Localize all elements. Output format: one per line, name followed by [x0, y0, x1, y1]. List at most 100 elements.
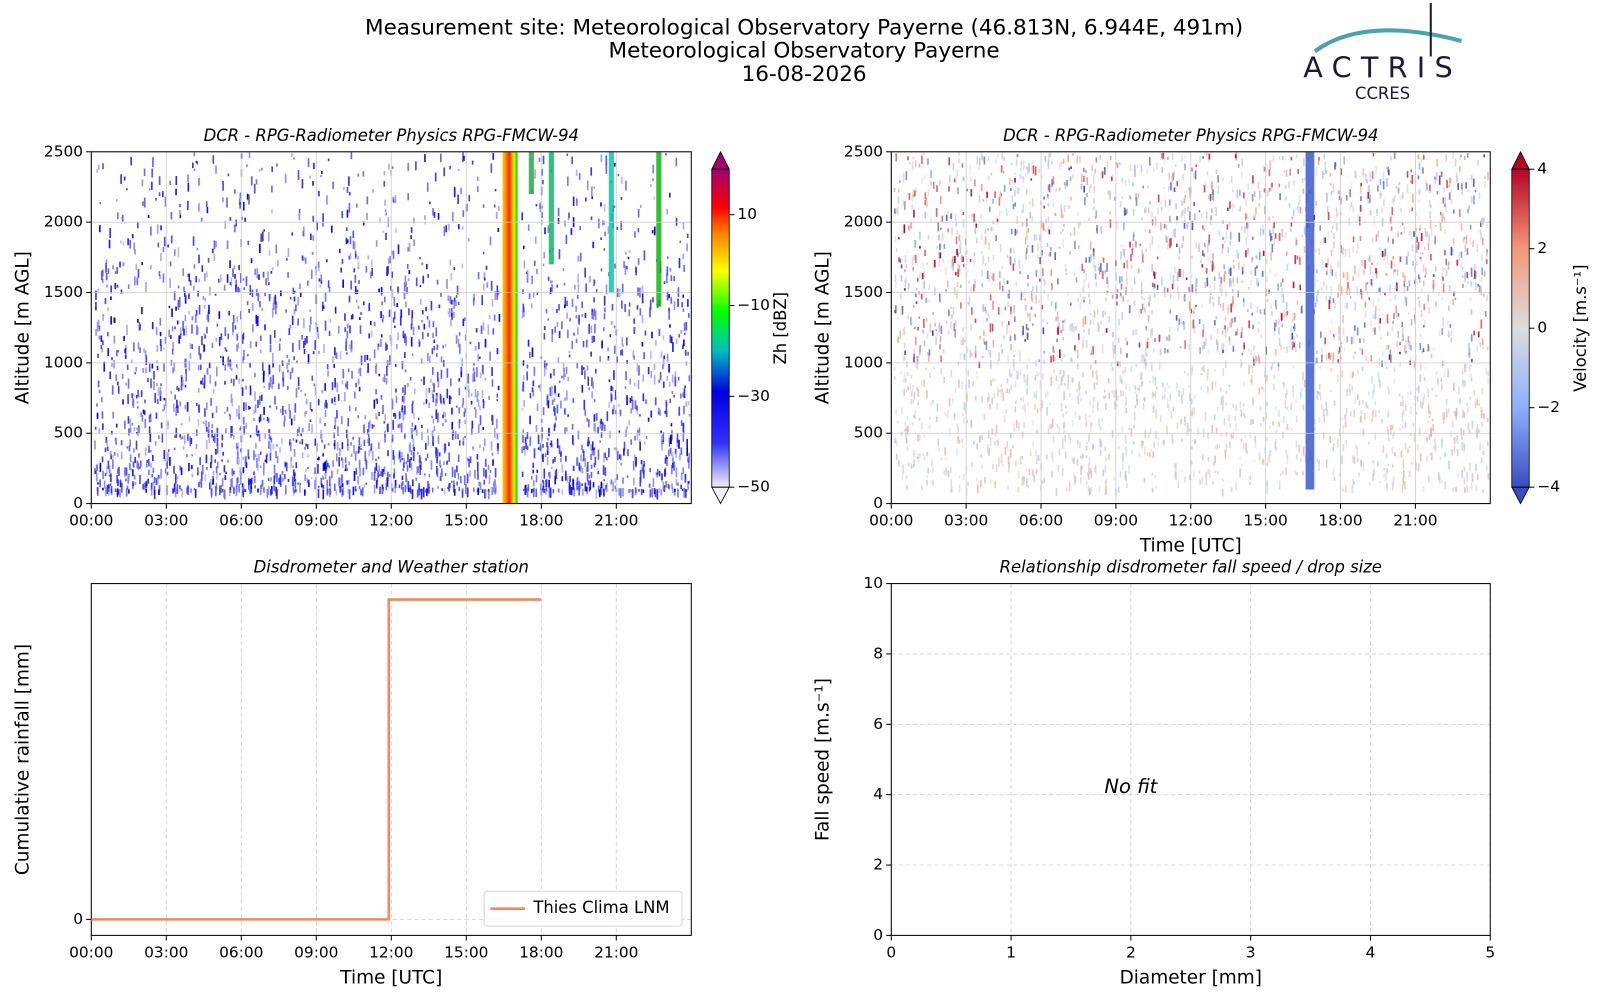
radar-texture — [1463, 467, 1466, 472]
radar-texture — [1241, 463, 1243, 467]
radar-texture — [494, 291, 497, 301]
radar-texture — [236, 408, 238, 417]
radar-texture — [346, 239, 349, 244]
radar-texture — [1352, 206, 1355, 213]
radar-texture — [133, 448, 135, 453]
radar-texture — [414, 425, 417, 430]
radar-texture — [666, 208, 669, 215]
radar-texture — [1108, 453, 1110, 460]
radar-texture — [447, 295, 450, 302]
radar-texture — [983, 330, 985, 337]
radar-texture — [1372, 327, 1374, 332]
radar-texture — [1065, 405, 1067, 409]
radar-texture — [936, 185, 938, 193]
radar-texture — [317, 463, 319, 474]
radar-texture — [1190, 410, 1193, 417]
radar-texture — [1024, 172, 1027, 178]
radar-texture — [956, 248, 958, 256]
radar-texture — [392, 196, 395, 203]
radar-texture — [354, 485, 357, 491]
radar-texture — [1422, 486, 1425, 492]
radar-texture — [1238, 189, 1241, 197]
radar-texture — [942, 258, 945, 263]
radar-texture — [974, 227, 977, 235]
radar-texture — [1074, 240, 1076, 250]
radar-texture — [1443, 412, 1446, 420]
radar-texture — [543, 252, 546, 259]
radar-texture — [987, 175, 990, 181]
radar-texture — [173, 484, 176, 493]
radar-texture — [1125, 446, 1127, 450]
radar-texture — [532, 380, 535, 387]
radar-texture — [1392, 238, 1394, 244]
radar-texture — [221, 478, 224, 487]
radar-texture — [538, 157, 541, 162]
radar-texture — [198, 404, 200, 413]
radar-texture — [238, 483, 240, 493]
radar-texture — [1387, 463, 1390, 467]
radar-texture — [409, 487, 412, 493]
radar-texture — [248, 194, 250, 205]
radar-texture — [135, 367, 138, 372]
radar-texture — [526, 364, 529, 369]
radar-texture — [345, 429, 348, 439]
radar-texture — [131, 423, 134, 426]
radar-texture — [373, 399, 376, 409]
radar-texture — [1164, 199, 1167, 207]
radar-texture — [384, 199, 386, 206]
radar-texture — [660, 430, 662, 434]
radar-texture — [1026, 374, 1029, 382]
radar-texture — [101, 411, 104, 419]
radar-texture — [1485, 258, 1488, 265]
radar-texture — [907, 315, 909, 320]
radar-texture — [1419, 343, 1422, 351]
radar-texture — [275, 244, 278, 254]
radar-texture — [141, 179, 144, 187]
radar-texture — [324, 383, 326, 391]
radar-texture — [161, 433, 164, 443]
radar-texture — [542, 453, 544, 463]
radar-texture — [233, 224, 236, 233]
radar-texture — [401, 407, 403, 413]
radar-texture — [327, 158, 330, 162]
radar-texture — [276, 489, 278, 499]
radar-texture — [1359, 415, 1362, 423]
radar-texture — [1014, 228, 1017, 236]
radar-texture — [1286, 311, 1289, 316]
radar-texture — [314, 467, 316, 475]
radar-texture — [1049, 152, 1052, 157]
radar-texture — [1152, 375, 1154, 383]
radar-texture — [551, 328, 554, 335]
radar-texture — [426, 263, 428, 270]
radar-texture — [123, 176, 126, 181]
radar-texture — [1031, 244, 1034, 253]
radar-texture — [1395, 305, 1397, 314]
radar-texture — [1072, 378, 1074, 382]
radar-texture — [261, 479, 264, 487]
radar-texture — [386, 477, 389, 487]
radar-texture — [667, 449, 670, 457]
radar-texture — [223, 489, 226, 500]
radar-texture — [1330, 250, 1333, 257]
radar-texture — [600, 418, 603, 425]
radar-texture — [493, 483, 495, 493]
radar-texture — [908, 225, 910, 231]
radar-texture — [365, 460, 368, 470]
radar-texture — [618, 403, 620, 407]
radar-texture — [198, 254, 200, 264]
radar-texture — [1377, 371, 1380, 378]
radar-texture — [1218, 296, 1220, 306]
radar-texture — [1206, 277, 1209, 287]
radar-texture — [289, 297, 292, 300]
radar-texture — [1264, 205, 1266, 215]
radar-texture — [150, 489, 153, 496]
radar-texture — [198, 278, 200, 283]
radar-texture — [484, 377, 487, 381]
radar-texture — [294, 472, 296, 477]
radar-texture — [468, 458, 470, 468]
radar-texture — [1344, 420, 1347, 428]
radar-texture — [1158, 362, 1161, 371]
radar-texture — [522, 489, 525, 492]
radar-texture — [159, 331, 162, 337]
radar-texture — [931, 481, 934, 485]
